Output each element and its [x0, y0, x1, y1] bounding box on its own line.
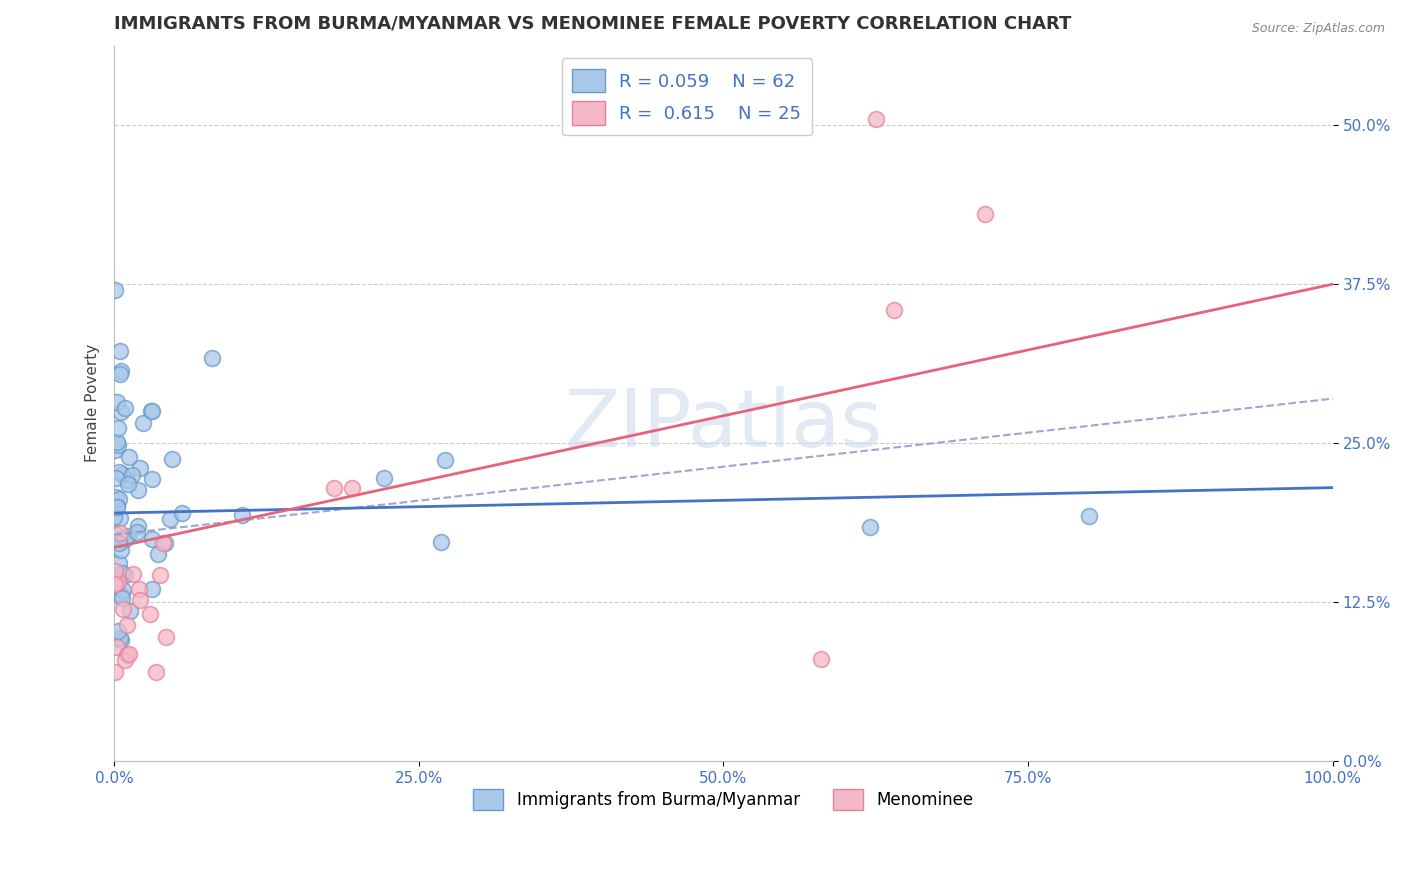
- Point: [118, 647, 141, 661]
- Point: [810, 652, 832, 666]
- Y-axis label: Female Poverty: Female Poverty: [86, 344, 100, 462]
- Point: [107, 536, 129, 550]
- Point: [107, 575, 129, 590]
- Legend: Immigrants from Burma/Myanmar, Menominee: Immigrants from Burma/Myanmar, Menominee: [467, 782, 980, 817]
- Point: [141, 404, 163, 418]
- Point: [111, 566, 134, 581]
- Point: [145, 665, 167, 679]
- Point: [127, 518, 149, 533]
- Point: [107, 438, 129, 452]
- Point: [429, 535, 451, 549]
- Point: [128, 582, 150, 596]
- Point: [108, 367, 131, 381]
- Point: [112, 601, 135, 615]
- Point: [111, 591, 134, 605]
- Point: [865, 112, 887, 126]
- Point: [108, 465, 131, 479]
- Point: [104, 576, 127, 591]
- Point: [115, 648, 138, 662]
- Point: [153, 535, 176, 549]
- Point: [105, 395, 128, 409]
- Point: [110, 633, 132, 648]
- Point: [141, 582, 163, 596]
- Point: [883, 302, 905, 317]
- Text: Source: ZipAtlas.com: Source: ZipAtlas.com: [1251, 22, 1385, 36]
- Point: [231, 508, 253, 522]
- Point: [105, 471, 128, 485]
- Point: [120, 604, 142, 618]
- Text: IMMIGRANTS FROM BURMA/MYANMAR VS MENOMINEE FEMALE POVERTY CORRELATION CHART: IMMIGRANTS FROM BURMA/MYANMAR VS MENOMIN…: [114, 15, 1071, 33]
- Point: [114, 533, 136, 547]
- Point: [115, 474, 138, 488]
- Point: [138, 607, 160, 621]
- Point: [105, 640, 128, 655]
- Point: [117, 529, 139, 543]
- Point: [104, 490, 127, 504]
- Point: [160, 451, 183, 466]
- Point: [104, 526, 127, 541]
- Point: [110, 363, 132, 377]
- Point: [117, 477, 139, 491]
- Point: [115, 618, 138, 632]
- Point: [105, 435, 128, 450]
- Point: [112, 583, 135, 598]
- Point: [105, 500, 128, 515]
- Point: [148, 547, 170, 561]
- Point: [107, 491, 129, 506]
- Point: [104, 665, 127, 679]
- Point: [434, 453, 457, 467]
- Point: [118, 450, 141, 465]
- Point: [159, 512, 181, 526]
- Point: [110, 632, 132, 646]
- Point: [974, 207, 997, 221]
- Point: [155, 630, 177, 644]
- Point: [149, 567, 172, 582]
- Point: [110, 542, 132, 557]
- Point: [201, 351, 224, 365]
- Point: [103, 510, 125, 524]
- Point: [121, 468, 143, 483]
- Point: [129, 461, 152, 475]
- Point: [340, 481, 363, 495]
- Point: [141, 533, 163, 547]
- Point: [141, 472, 163, 486]
- Point: [128, 593, 150, 607]
- Point: [859, 520, 882, 534]
- Point: [104, 442, 127, 457]
- Point: [170, 506, 193, 520]
- Point: [322, 481, 344, 495]
- Point: [373, 471, 395, 485]
- Point: [104, 564, 127, 578]
- Point: [108, 533, 131, 547]
- Point: [127, 525, 149, 540]
- Point: [127, 483, 149, 498]
- Point: [108, 343, 131, 358]
- Point: [105, 499, 128, 513]
- Point: [114, 653, 136, 667]
- Point: [132, 417, 155, 431]
- Point: [1078, 509, 1101, 524]
- Point: [108, 511, 131, 525]
- Point: [107, 624, 129, 638]
- Point: [108, 525, 131, 540]
- Point: [107, 556, 129, 570]
- Point: [122, 567, 145, 582]
- Point: [104, 284, 127, 298]
- Point: [110, 405, 132, 419]
- Point: [152, 535, 174, 549]
- Point: [114, 568, 136, 582]
- Point: [107, 421, 129, 435]
- Point: [114, 401, 136, 416]
- Point: [111, 467, 134, 482]
- Point: [110, 588, 132, 602]
- Point: [141, 404, 163, 418]
- Text: ZIPatlas: ZIPatlas: [564, 386, 883, 464]
